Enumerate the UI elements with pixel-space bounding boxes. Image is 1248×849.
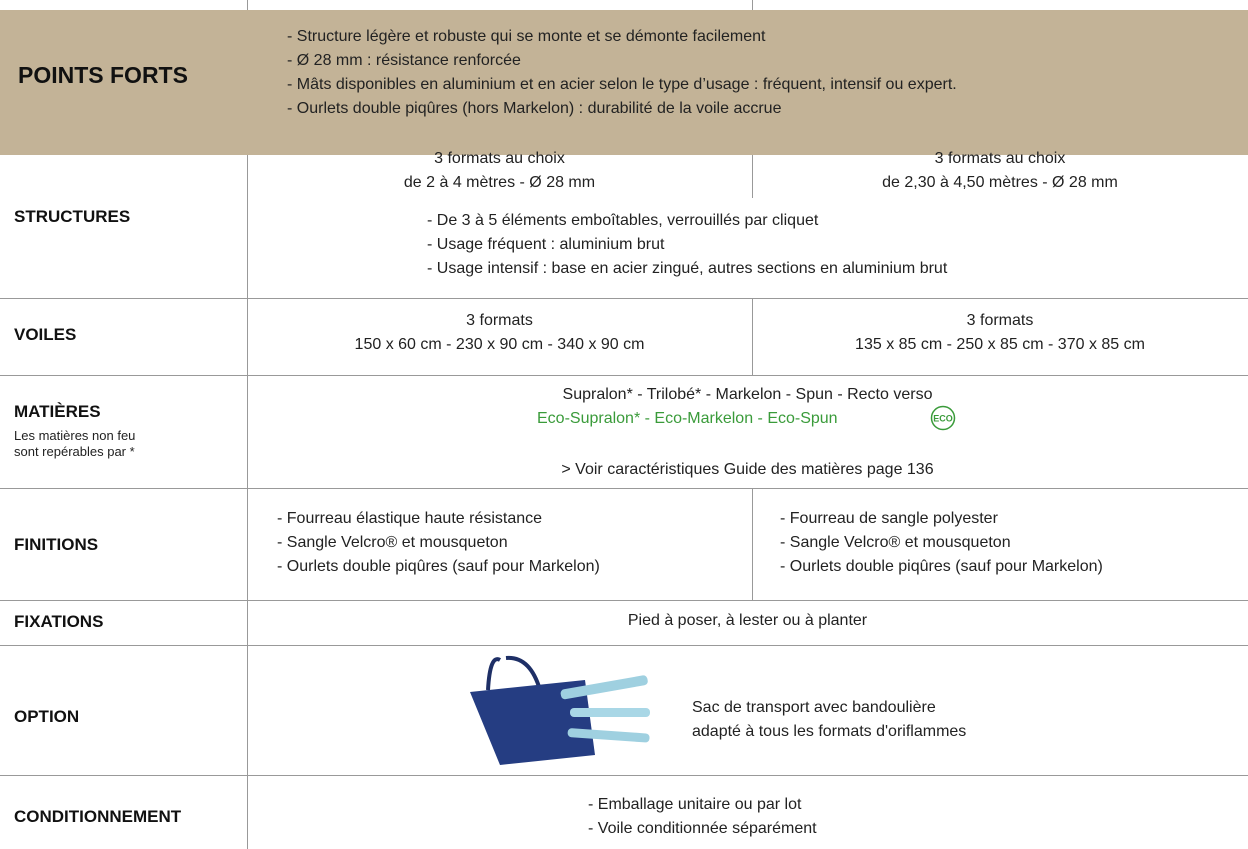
cell-text: 3 formats au choix <box>934 150 1066 167</box>
divider <box>752 155 753 198</box>
bullet: - Structure légère et robuste qui se mon… <box>287 28 766 45</box>
divider <box>752 298 753 375</box>
cell-text: 3 formats au choix <box>434 150 565 167</box>
cell-text: > Voir caractéristiques Guide des matièr… <box>561 461 934 478</box>
bag-image <box>470 655 650 765</box>
row-line <box>0 298 1248 299</box>
bullet: - Voile conditionnée séparément <box>588 820 817 837</box>
bullet: - Fourreau élastique haute résistance <box>277 510 543 527</box>
eco-badge: ECO <box>930 405 956 431</box>
cell-text: 150 x 60 cm - 230 x 90 cm - 340 x 90 cm <box>354 336 645 353</box>
row-line <box>0 488 1248 489</box>
bullet: - Sangle Velcro® et mousqueton <box>277 534 508 551</box>
row-label: MATIÈRES <box>14 402 101 421</box>
row-line <box>0 775 1248 776</box>
badge-text: ECO <box>933 413 953 423</box>
divider <box>752 488 753 600</box>
bullet: - Ourlets double piqûres (hors Markelon)… <box>287 100 782 117</box>
cell-text: Pied à poser, à lester ou à planter <box>627 612 868 629</box>
cell-text: 3 formats <box>466 312 533 329</box>
bullet: - Emballage unitaire ou par lot <box>588 796 802 813</box>
bullet: - Mâts disponibles en aluminium et en ac… <box>287 76 957 93</box>
row-label: VOILES <box>14 325 77 344</box>
row-label: STRUCTURES <box>14 207 131 226</box>
cell-text: adapté à tous les formats d'oriflammes <box>692 723 967 740</box>
bullet: - Ourlets double piqûres (sauf pour Mark… <box>277 558 600 575</box>
row-label: FIXATIONS <box>14 612 104 631</box>
eco-text: Eco-Supralon* - Eco-Markelon - Eco-Spun <box>537 410 838 427</box>
divider <box>752 0 753 10</box>
row-line <box>0 600 1248 601</box>
bullet: - De 3 à 5 éléments emboîtables, verroui… <box>427 212 819 229</box>
bullet: - Sangle Velcro® et mousqueton <box>780 534 1011 551</box>
cell-text: de 2 à 4 mètres - Ø 28 mm <box>403 174 596 191</box>
bullet: - Usage intensif : base en acier zingué,… <box>427 260 948 277</box>
row-line <box>0 375 1248 376</box>
row-line <box>0 645 1248 646</box>
row-label: CONDITIONNEMENT <box>14 807 182 826</box>
cell-text: Supralon* - Trilobé* - Markelon - Spun -… <box>562 386 933 403</box>
label-note: Les matières non feu <box>14 428 136 443</box>
row-label: POINTS FORTS <box>18 62 188 88</box>
bullet: - Fourreau de sangle polyester <box>780 510 998 527</box>
cell-text: 135 x 85 cm - 250 x 85 cm - 370 x 85 cm <box>855 336 1145 353</box>
bullet: - Ø 28 mm : résistance renforcée <box>287 52 521 69</box>
row-label: FINITIONS <box>14 535 99 554</box>
divider <box>247 0 248 10</box>
label-note: sont repérables par * <box>14 444 135 459</box>
divider <box>247 155 248 849</box>
highlight-row <box>0 10 1248 155</box>
cell-text: 3 formats <box>966 312 1034 329</box>
bullet: - Usage fréquent : aluminium brut <box>427 236 665 253</box>
cell-text: de 2,30 à 4,50 mètres - Ø 28 mm <box>882 174 1118 191</box>
cell-text: Sac de transport avec bandoulière <box>692 699 936 716</box>
row-label: OPTION <box>14 707 80 726</box>
bullet: - Ourlets double piqûres (sauf pour Mark… <box>780 558 1103 575</box>
